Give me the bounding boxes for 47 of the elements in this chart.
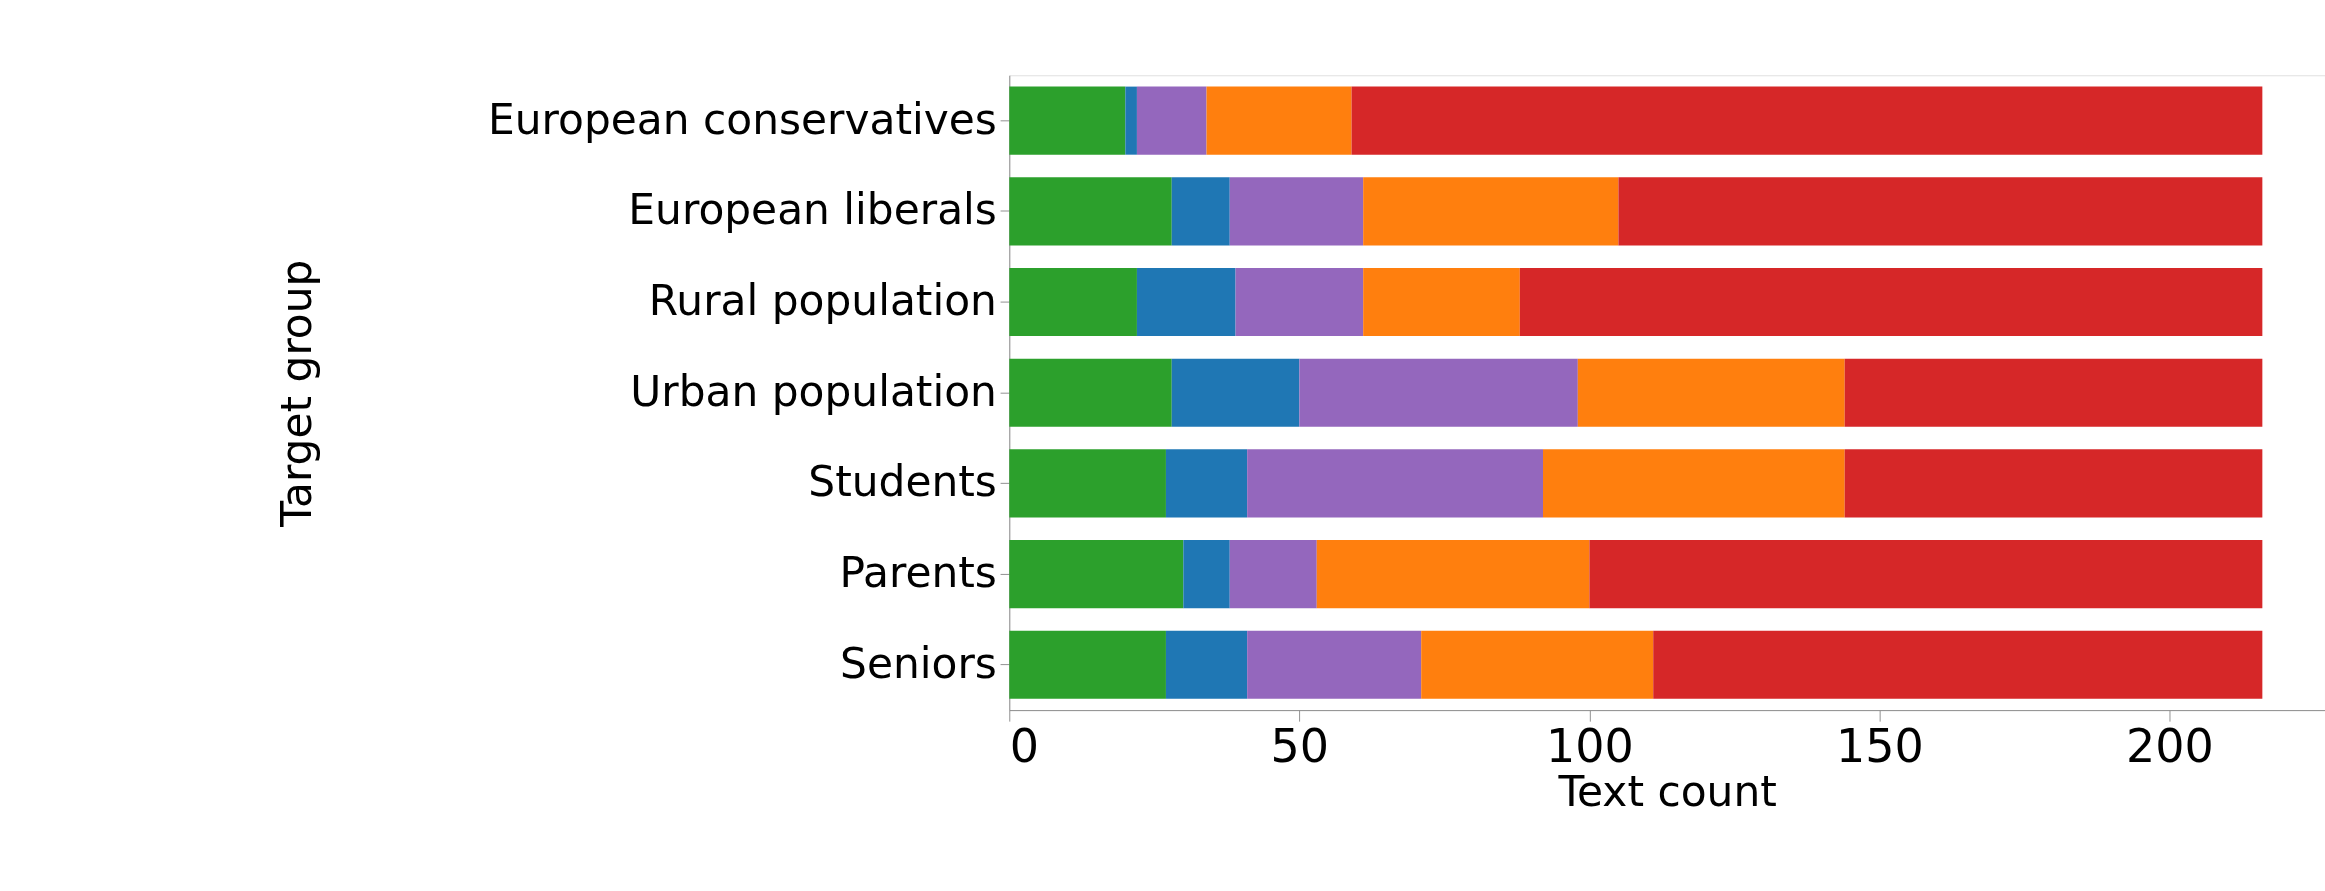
bar [1009, 358, 1172, 427]
bar [1171, 177, 1230, 246]
y-tick-label: Seniors [840, 638, 997, 688]
bar [1229, 540, 1317, 609]
x-tick-label: 50 [1270, 719, 1330, 774]
bar [1009, 177, 1172, 246]
bar [1009, 630, 1166, 699]
bar [1653, 630, 2263, 699]
bar [1009, 267, 1137, 337]
bar [1165, 630, 1248, 699]
bar [1009, 86, 1126, 155]
bar [1363, 177, 1619, 246]
y-tick-label: European liberals [628, 185, 997, 235]
y-tick-label: European conservatives [488, 94, 997, 144]
bar [1229, 177, 1364, 246]
bar [1183, 540, 1230, 609]
y-tick-label: Parents [839, 547, 997, 597]
bar [1519, 267, 2263, 337]
x-tick-label: 0 [1009, 719, 1040, 774]
bar [1171, 358, 1300, 427]
x-tick-label: 200 [2126, 719, 2214, 774]
bar [1136, 267, 1236, 337]
bar [1577, 358, 1845, 427]
bar [1543, 449, 1845, 518]
bar [1363, 267, 1520, 337]
bar [1618, 177, 2263, 246]
bar [1009, 540, 1184, 609]
bar [1844, 358, 2263, 427]
bar [1351, 86, 2263, 155]
bar [1316, 540, 1590, 609]
bar [1421, 630, 1654, 699]
bar [1247, 449, 1544, 518]
bar [1165, 449, 1248, 518]
bar [1247, 630, 1422, 699]
bar [1299, 358, 1578, 427]
y-tick-label: Urban population [630, 366, 997, 416]
y-axis-title: Target group [271, 259, 321, 528]
bar [1844, 449, 2263, 518]
bar [1009, 449, 1166, 518]
bar [1136, 86, 1207, 155]
x-tick-label: 150 [1836, 719, 1924, 774]
bar [1589, 540, 2263, 609]
bar [1206, 86, 1352, 155]
bar [1125, 86, 1137, 155]
y-tick-label: Rural population [648, 275, 997, 325]
y-tick-label: Students [808, 457, 997, 507]
bar [1235, 267, 1364, 337]
